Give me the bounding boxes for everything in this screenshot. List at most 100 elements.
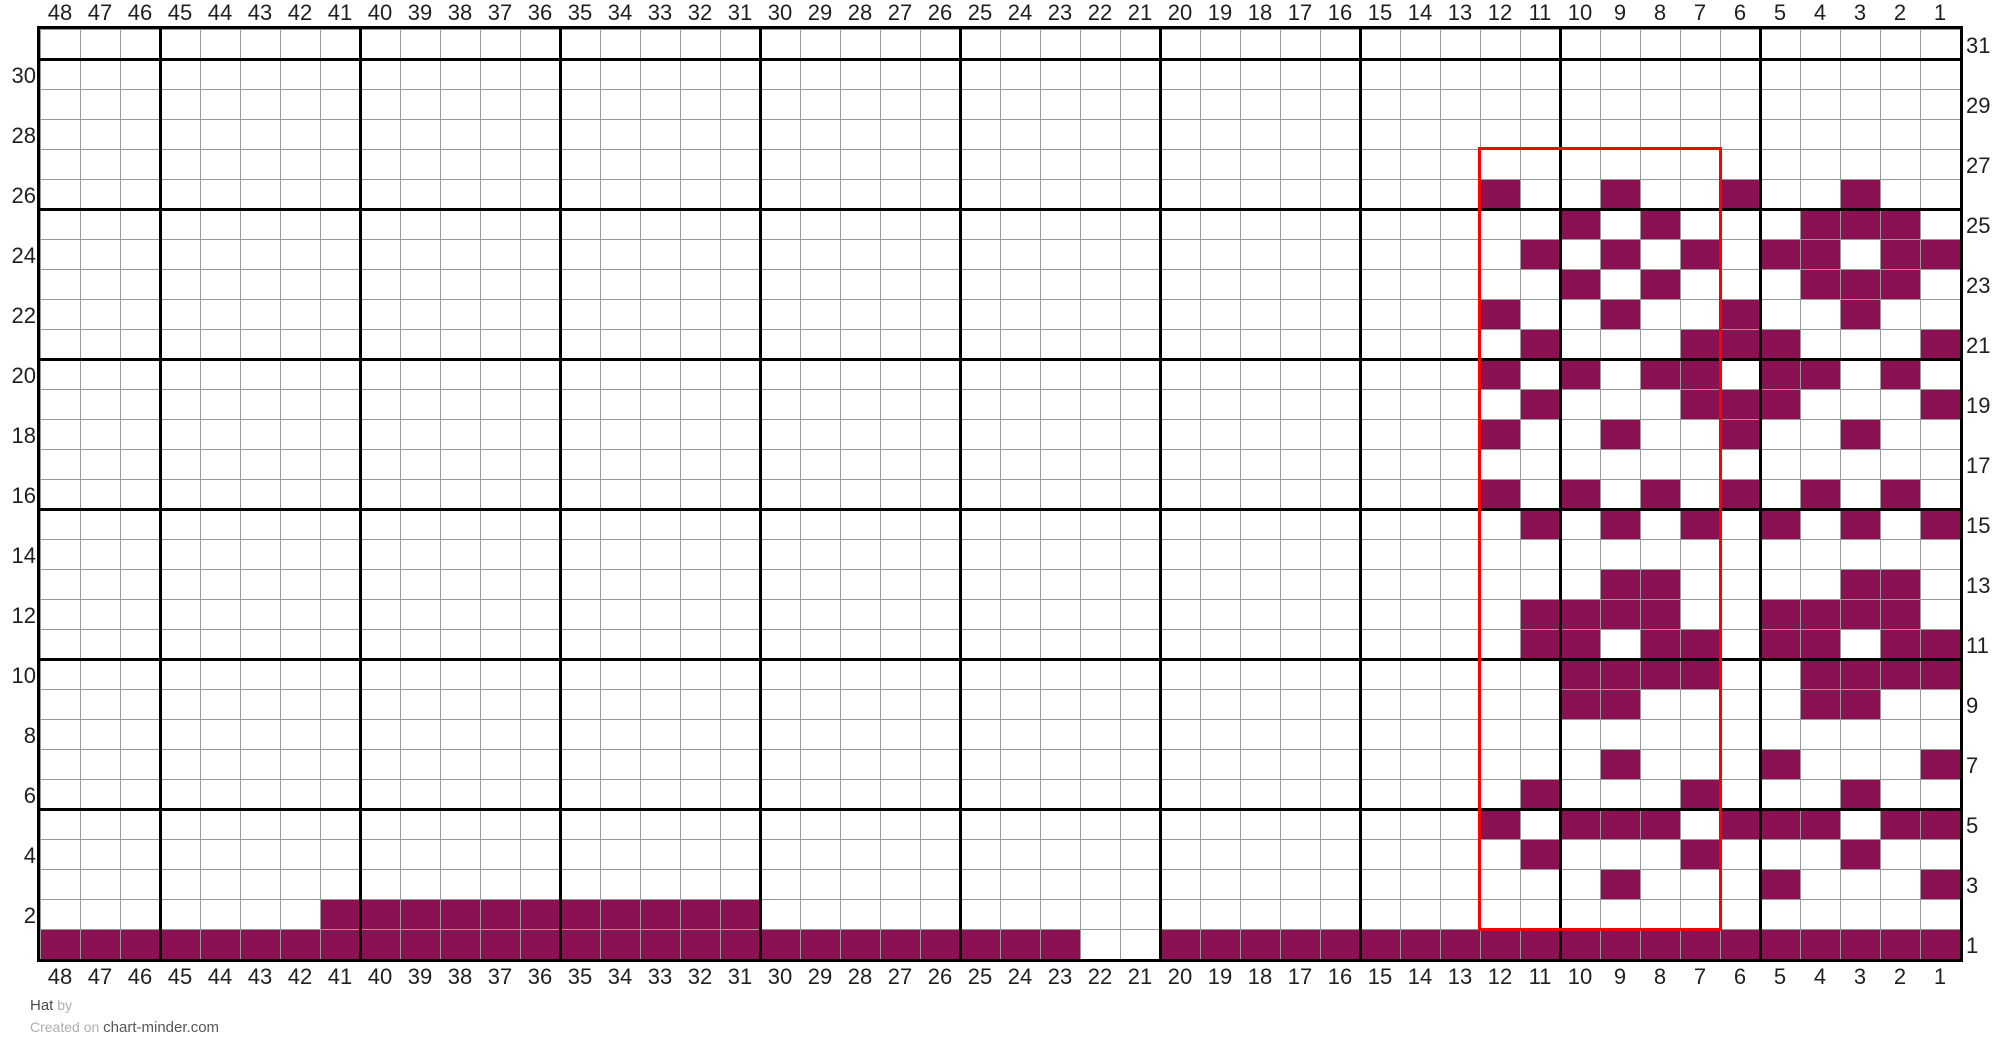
stitch-cell[interactable] <box>360 899 400 929</box>
stitch-cell[interactable] <box>1800 599 1840 629</box>
stitch-cell[interactable] <box>200 929 240 959</box>
stitch-cell[interactable] <box>1920 629 1960 659</box>
stitch-cell[interactable] <box>1600 929 1640 959</box>
stitch-cell[interactable] <box>400 899 440 929</box>
stitch-cell[interactable] <box>720 929 760 959</box>
stitch-cell[interactable] <box>1920 929 1960 959</box>
stitch-cell[interactable] <box>1560 599 1600 629</box>
stitch-cell[interactable] <box>880 929 920 959</box>
stitch-cell[interactable] <box>1600 509 1640 539</box>
stitch-cell[interactable] <box>1640 569 1680 599</box>
stitch-cell[interactable] <box>1720 809 1760 839</box>
stitch-cell[interactable] <box>1560 689 1600 719</box>
stitch-cell[interactable] <box>1880 809 1920 839</box>
stitch-cell[interactable] <box>1560 629 1600 659</box>
stitch-cell[interactable] <box>120 929 160 959</box>
stitch-cell[interactable] <box>1760 329 1800 359</box>
stitch-cell[interactable] <box>1680 389 1720 419</box>
stitch-cell[interactable] <box>1360 929 1400 959</box>
stitch-cell[interactable] <box>1760 389 1800 419</box>
stitch-cell[interactable] <box>1760 599 1800 629</box>
stitch-cell[interactable] <box>1320 929 1360 959</box>
stitch-cell[interactable] <box>1840 659 1880 689</box>
stitch-cell[interactable] <box>1720 389 1760 419</box>
stitch-cell[interactable] <box>1920 659 1960 689</box>
stitch-cell[interactable] <box>1800 239 1840 269</box>
stitch-cell[interactable] <box>680 899 720 929</box>
stitch-cell[interactable] <box>1800 629 1840 659</box>
stitch-cell[interactable] <box>1480 479 1520 509</box>
stitch-cell[interactable] <box>1240 929 1280 959</box>
stitch-cell[interactable] <box>1600 599 1640 629</box>
stitch-cell[interactable] <box>1880 659 1920 689</box>
stitch-cell[interactable] <box>1600 659 1640 689</box>
stitch-cell[interactable] <box>1560 209 1600 239</box>
stitch-cell[interactable] <box>640 899 680 929</box>
stitch-cell[interactable] <box>1720 299 1760 329</box>
stitch-cell[interactable] <box>1720 329 1760 359</box>
stitch-cell[interactable] <box>1600 689 1640 719</box>
stitch-cell[interactable] <box>1520 509 1560 539</box>
stitch-cell[interactable] <box>520 929 560 959</box>
stitch-cell[interactable] <box>240 929 280 959</box>
stitch-cell[interactable] <box>1520 629 1560 659</box>
stitch-cell[interactable] <box>1880 269 1920 299</box>
stitch-cell[interactable] <box>1840 569 1880 599</box>
stitch-cell[interactable] <box>400 929 440 959</box>
stitch-cell[interactable] <box>920 929 960 959</box>
stitch-cell[interactable] <box>1680 329 1720 359</box>
stitch-cell[interactable] <box>1880 209 1920 239</box>
stitch-cell[interactable] <box>1600 869 1640 899</box>
stitch-cell[interactable] <box>1520 929 1560 959</box>
stitch-cell[interactable] <box>1640 929 1680 959</box>
stitch-cell[interactable] <box>1160 929 1200 959</box>
stitch-cell[interactable] <box>560 899 600 929</box>
stitch-cell[interactable] <box>1560 269 1600 299</box>
stitch-cell[interactable] <box>480 929 520 959</box>
stitch-cell[interactable] <box>1680 839 1720 869</box>
stitch-cell[interactable] <box>320 929 360 959</box>
stitch-cell[interactable] <box>560 929 600 959</box>
stitch-cell[interactable] <box>720 899 760 929</box>
stitch-cell[interactable] <box>1480 419 1520 449</box>
stitch-cell[interactable] <box>1440 929 1480 959</box>
stitch-cell[interactable] <box>1760 509 1800 539</box>
stitch-cell[interactable] <box>640 929 680 959</box>
stitch-cell[interactable] <box>1840 419 1880 449</box>
stitch-cell[interactable] <box>1640 629 1680 659</box>
stitch-cell[interactable] <box>1640 809 1680 839</box>
stitch-cell[interactable] <box>1600 299 1640 329</box>
stitch-cell[interactable] <box>1640 269 1680 299</box>
stitch-cell[interactable] <box>1720 179 1760 209</box>
stitch-cell[interactable] <box>1480 929 1520 959</box>
stitch-cell[interactable] <box>760 929 800 959</box>
stitch-cell[interactable] <box>1920 239 1960 269</box>
stitch-cell[interactable] <box>1640 599 1680 629</box>
stitch-cell[interactable] <box>1880 239 1920 269</box>
stitch-cell[interactable] <box>1840 209 1880 239</box>
stitch-cell[interactable] <box>1920 809 1960 839</box>
stitch-cell[interactable] <box>1840 299 1880 329</box>
stitch-cell[interactable] <box>1880 629 1920 659</box>
stitch-cell[interactable] <box>1680 929 1720 959</box>
stitch-cell[interactable] <box>1880 569 1920 599</box>
stitch-cell[interactable] <box>1600 569 1640 599</box>
stitch-cell[interactable] <box>600 899 640 929</box>
stitch-cell[interactable] <box>1680 629 1720 659</box>
stitch-cell[interactable] <box>1680 779 1720 809</box>
stitch-cell[interactable] <box>1640 659 1680 689</box>
stitch-cell[interactable] <box>1560 359 1600 389</box>
stitch-cell[interactable] <box>1920 509 1960 539</box>
stitch-cell[interactable] <box>1560 659 1600 689</box>
stitch-cell[interactable] <box>1720 419 1760 449</box>
stitch-cell[interactable] <box>1600 749 1640 779</box>
stitch-cell[interactable] <box>1880 929 1920 959</box>
stitch-cell[interactable] <box>1760 749 1800 779</box>
stitch-cell[interactable] <box>1840 179 1880 209</box>
stitch-cell[interactable] <box>1920 749 1960 779</box>
stitch-cell[interactable] <box>1800 479 1840 509</box>
stitch-cell[interactable] <box>1040 929 1080 959</box>
stitch-cell[interactable] <box>320 899 360 929</box>
stitch-cell[interactable] <box>1480 299 1520 329</box>
stitch-cell[interactable] <box>600 929 640 959</box>
